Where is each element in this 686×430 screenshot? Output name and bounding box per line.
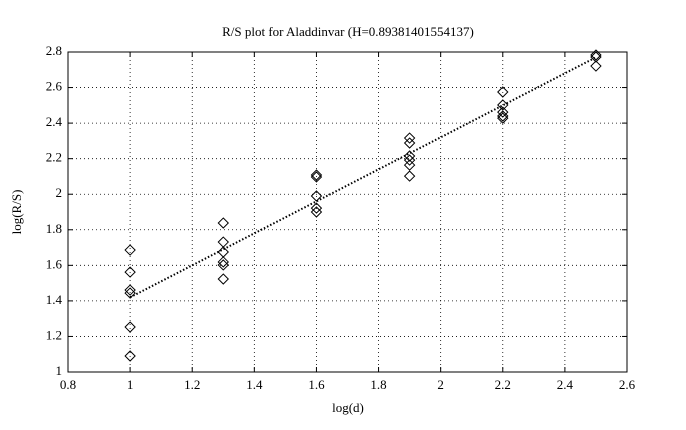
x-axis-label: log(d) (332, 400, 364, 415)
y-tick-label: 1.4 (46, 292, 63, 307)
y-tick-label: 2.8 (46, 43, 62, 58)
diamond-marker (124, 287, 136, 299)
y-axis-label: log(R/S) (9, 190, 24, 235)
diamond-marker (403, 150, 416, 162)
diamond-marker (403, 154, 416, 166)
diamond-marker (497, 99, 509, 111)
diamond-marker (310, 206, 323, 218)
x-tick-label: 1.6 (308, 377, 325, 392)
y-tick-label: 2.4 (46, 114, 63, 129)
diamond-marker (310, 202, 323, 214)
x-tick-label: 1 (127, 377, 134, 392)
y-tick-label: 1.6 (46, 256, 63, 271)
diamond-marker (590, 51, 602, 63)
diamond-marker (403, 159, 416, 171)
diamond-marker (310, 190, 323, 202)
y-tick-label: 1.8 (46, 221, 62, 236)
x-tick-label: 2.2 (495, 377, 511, 392)
diamond-marker (403, 170, 416, 182)
diamond-marker (217, 259, 229, 271)
diamond-marker (124, 321, 136, 333)
y-tick-label: 2 (56, 185, 63, 200)
x-tick-label: 1.8 (370, 377, 386, 392)
diamond-marker (310, 169, 323, 181)
diamond-marker (497, 110, 509, 122)
x-tick-label: 1.2 (184, 377, 200, 392)
diamond-marker (217, 256, 229, 268)
diamond-marker (124, 266, 136, 278)
x-tick-label: 0.8 (60, 377, 76, 392)
plot-frame (67, 51, 628, 373)
diamond-marker (497, 106, 509, 118)
y-tick-label: 1 (56, 363, 63, 378)
diamond-marker (217, 217, 229, 229)
diamond-marker (217, 273, 229, 285)
y-tick-label: 2.2 (46, 150, 62, 165)
diamond-marker (590, 60, 602, 72)
x-tick-label: 2 (437, 377, 444, 392)
x-tick-label: 2.6 (619, 377, 636, 392)
diamond-marker (124, 244, 136, 256)
diamond-marker (497, 86, 509, 98)
diamond-marker (403, 137, 416, 149)
diamond-marker (310, 171, 323, 183)
y-tick-label: 1.2 (46, 327, 62, 342)
diamond-marker (403, 132, 416, 144)
y-tick-label: 2.6 (46, 79, 63, 94)
diamond-marker (497, 112, 509, 124)
x-tick-label: 2.4 (557, 377, 574, 392)
x-tick-label: 1.4 (246, 377, 263, 392)
diamond-marker (124, 284, 136, 296)
diamond-marker (124, 350, 136, 362)
chart-title: R/S plot for Aladdinvar (H=0.89381401554… (222, 24, 474, 39)
diamond-marker (590, 49, 602, 61)
